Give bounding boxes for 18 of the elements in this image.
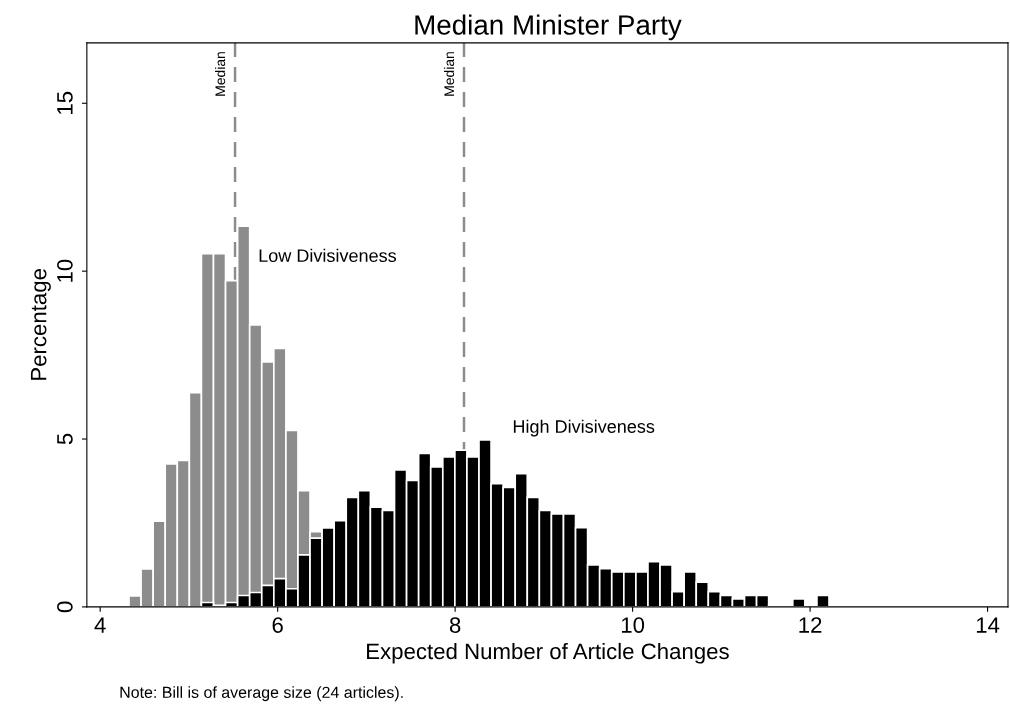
chart-title: Median Minister Party (415, 14, 682, 41)
y-tick-label: 5 (57, 433, 73, 445)
x-axis-title: Expected Number of Article Changes (367, 642, 729, 664)
y-tick-label: 10 (57, 259, 73, 282)
y-axis-title: Percentage (30, 269, 51, 380)
x-tick-label: 8 (449, 617, 461, 633)
x-tick-label: 6 (272, 617, 283, 633)
y-tick-label: 0 (57, 601, 73, 613)
annotation: High Divisiveness (513, 419, 655, 437)
x-tick-label: 14 (976, 617, 1000, 633)
x-tick-label: 10 (621, 617, 645, 633)
text: Note: Bill is of average size (24 articles). (120, 686, 403, 702)
x-tick-label: 12 (799, 617, 822, 633)
y-tick-label: 15 (57, 91, 73, 114)
ref-line-label: Median (443, 52, 455, 96)
x-tick-label: 4 (94, 617, 106, 633)
annotation: Low Divisiveness (259, 248, 397, 263)
ref-line-label: Median (215, 52, 226, 96)
